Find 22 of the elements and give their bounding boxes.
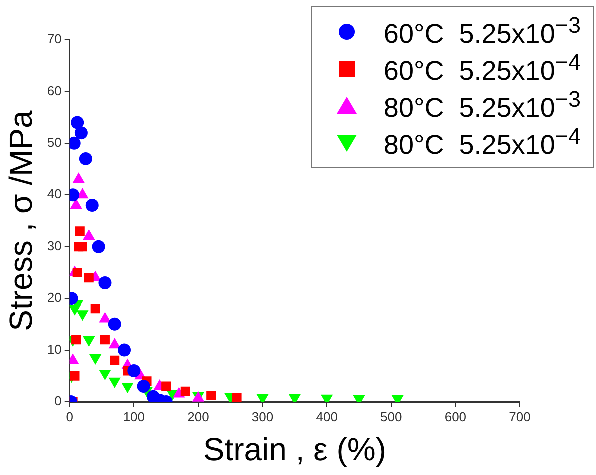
x-tick-label: 200 [188, 409, 210, 424]
y-tick-label: 60 [47, 83, 62, 98]
y-axis-title: Stress , σ /MPa [3, 110, 40, 332]
y-tick-label: 10 [47, 342, 62, 357]
y-tick-label: 0 [54, 394, 62, 409]
y-tick-label: 20 [47, 290, 62, 306]
y-tick-label: 30 [47, 238, 62, 254]
x-axis-title: Strain , ε (%) [203, 432, 387, 468]
legend-label: 60°C 5.25x10$^{−4}$ [384, 50, 581, 87]
x-tick-label: 100 [123, 409, 146, 424]
legend-label: 80°C 5.25x10$^{−3}$ [384, 87, 581, 124]
x-tick-label: 300 [252, 409, 274, 424]
y-tick-label: 50 [47, 135, 62, 150]
legend-label: 80°C 5.25x10$^{−4}$ [384, 124, 581, 161]
legend-label: 60°C 5.25x10$^{−3}$ [384, 13, 581, 50]
x-tick-label: 700 [509, 409, 531, 424]
x-tick-label: 500 [380, 409, 402, 424]
x-tick-label: 400 [316, 409, 338, 424]
y-tick-label: 70 [47, 32, 62, 47]
x-tick-label: 0 [66, 409, 74, 424]
y-tick-label: 40 [47, 186, 62, 202]
x-tick-label: 600 [444, 409, 467, 424]
